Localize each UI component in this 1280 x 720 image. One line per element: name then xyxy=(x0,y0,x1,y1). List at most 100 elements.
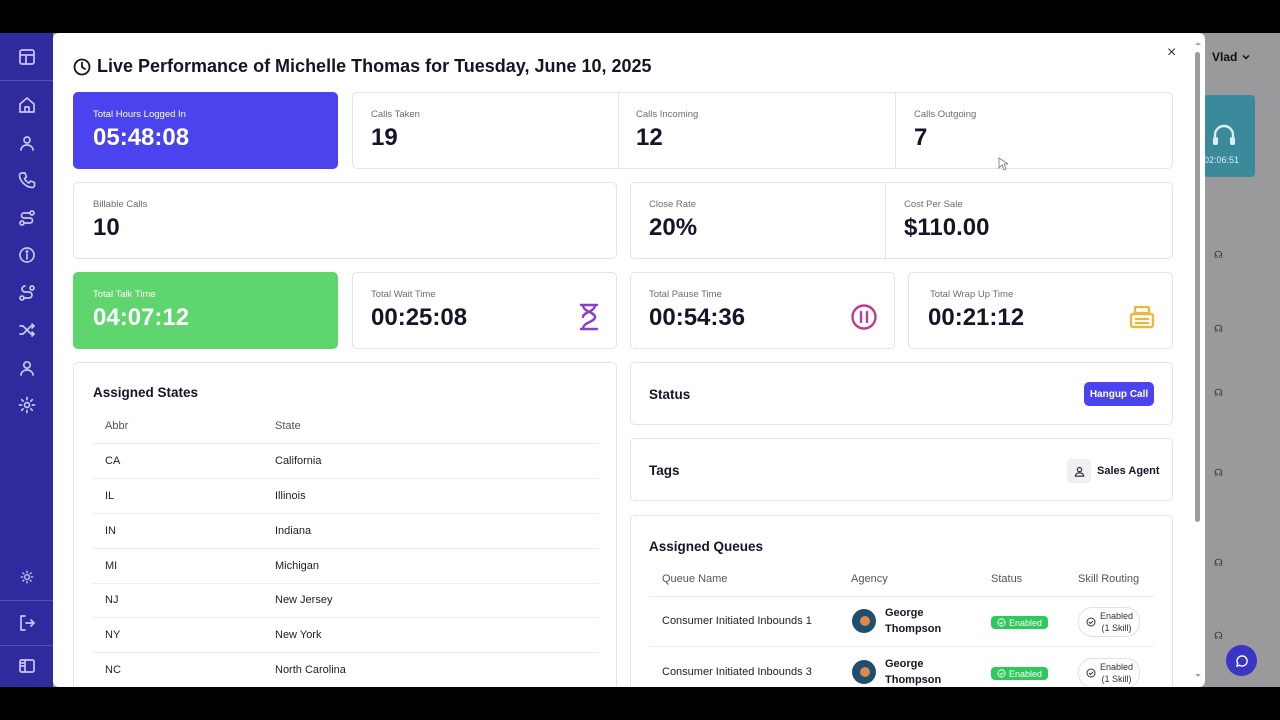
stat-label: Cost Per Sale xyxy=(904,199,963,210)
wrap-up-time-card: Total Wrap Up Time 00:21:12 xyxy=(908,272,1173,349)
state-abbr: IL xyxy=(105,490,115,502)
skill-status: Enabled xyxy=(1100,611,1134,621)
row-divider xyxy=(93,617,599,618)
theme-sun-icon[interactable] xyxy=(20,570,34,584)
row-divider xyxy=(93,478,599,479)
agency-name: George Thompson xyxy=(885,605,941,637)
state-abbr: NJ xyxy=(105,594,119,606)
scroll-up-icon[interactable] xyxy=(1194,40,1202,46)
queue-name: Consumer Initiated Inbounds 3 xyxy=(662,666,812,678)
column-header-skill-routing: Skill Routing xyxy=(1078,573,1140,585)
sidebar-toggle-icon[interactable] xyxy=(18,657,36,675)
scrollbar-thumb[interactable] xyxy=(1195,52,1200,522)
row-divider xyxy=(93,513,599,514)
shuffle-icon[interactable] xyxy=(18,321,36,339)
chat-button[interactable] xyxy=(1226,645,1257,676)
total-hours-card: Total Hours Logged In 05:48:08 xyxy=(73,92,338,169)
stat-value: 7 xyxy=(914,124,928,151)
clock-icon xyxy=(73,58,91,75)
settings-gear-icon[interactable] xyxy=(18,396,36,414)
home-icon[interactable] xyxy=(18,96,36,114)
column-header-agency: Agency xyxy=(851,573,888,585)
modal-title: Live Performance of Michelle Thomas for … xyxy=(73,56,652,77)
stat-label: Total Wrap Up Time xyxy=(930,289,1014,300)
skill-count: (1 Skill) xyxy=(1101,674,1132,684)
state-abbr: IN xyxy=(105,525,116,537)
state-name: Michigan xyxy=(275,560,320,572)
row-divider xyxy=(649,646,1154,647)
stat-label: Billable Calls xyxy=(93,199,148,210)
divider xyxy=(895,93,896,168)
stat-label: Calls Incoming xyxy=(636,109,699,120)
talk-time-card: Total Talk Time 04:07:12 xyxy=(73,272,338,349)
agency-last-name: Thompson xyxy=(885,674,942,686)
stat-value: $110.00 xyxy=(904,214,990,241)
user-icon[interactable] xyxy=(18,359,36,377)
state-name: Illinois xyxy=(275,490,306,502)
check-circle-icon xyxy=(997,669,1006,678)
chevron-down-icon xyxy=(1242,54,1250,60)
stat-label: Calls Taken xyxy=(371,109,420,120)
column-header-abbr: Abbr xyxy=(105,420,129,432)
grid-logo-icon xyxy=(18,48,35,65)
route-icon[interactable] xyxy=(18,209,36,227)
tag-label: Sales Agent xyxy=(1097,465,1160,477)
pause-circle-icon xyxy=(851,304,877,330)
agency-first-name: George xyxy=(885,607,924,619)
check-circle-icon xyxy=(1086,617,1096,627)
mouse-cursor-icon xyxy=(998,157,1008,171)
app-logo[interactable] xyxy=(0,33,53,81)
assigned-queues-card: Assigned Queues Queue Name Agency Status… xyxy=(630,515,1173,687)
modal-scrollbar[interactable] xyxy=(1194,42,1202,687)
state-abbr: CA xyxy=(105,455,121,467)
state-name: Indiana xyxy=(275,525,312,537)
close-button[interactable]: × xyxy=(1167,44,1177,61)
app-screen: Vlad 02:06:51 ☊ ☊ ☊ ☊ ☊ ☊ × Live Perform… xyxy=(0,33,1280,687)
stat-value: 20% xyxy=(649,214,698,241)
modal-title-text: Live Performance of Michelle Thomas for … xyxy=(97,56,652,76)
status-text: Enabled xyxy=(1009,668,1043,679)
stat-value: 04:07:12 xyxy=(93,304,190,331)
headphone-icon: ☊ xyxy=(1214,558,1223,569)
info-icon[interactable] xyxy=(18,246,36,264)
state-abbr: NY xyxy=(105,629,121,641)
stat-label: Total Pause Time xyxy=(649,289,722,300)
stat-label: Total Hours Logged In xyxy=(93,109,186,120)
billable-calls-card: Billable Calls 10 xyxy=(73,182,617,259)
stat-value: 00:21:12 xyxy=(928,304,1025,331)
tag-user-icon xyxy=(1067,459,1091,483)
phone-icon[interactable] xyxy=(18,171,36,189)
agents-icon[interactable] xyxy=(18,134,36,152)
skill-routing-badge[interactable]: Enabled (1 Skill) xyxy=(1078,607,1140,637)
stat-value: 19 xyxy=(371,124,398,151)
skill-count: (1 Skill) xyxy=(1101,623,1132,633)
stat-label: Close Rate xyxy=(649,199,696,210)
sidebar-divider xyxy=(0,645,53,646)
skill-routing-badge[interactable]: Enabled (1 Skill) xyxy=(1078,658,1140,687)
status-text: Enabled xyxy=(1009,617,1043,628)
headphone-icon: ☊ xyxy=(1214,631,1223,642)
section-title: Assigned States xyxy=(93,385,199,400)
hangup-call-button[interactable]: Hangup Call xyxy=(1084,382,1154,406)
stat-value: 12 xyxy=(636,124,663,151)
wait-time-card: Total Wait Time 00:25:08 xyxy=(352,272,617,349)
stat-value: 00:54:36 xyxy=(649,304,746,331)
agency-avatar xyxy=(852,660,876,684)
queue-status-badge: Enabled xyxy=(991,616,1049,629)
logout-icon[interactable] xyxy=(18,614,36,632)
check-circle-icon xyxy=(1086,668,1096,678)
tags-card: Tags Sales Agent xyxy=(630,438,1173,501)
agency-name: George Thompson xyxy=(885,656,941,687)
headset-icon xyxy=(1213,124,1235,145)
hourglass-icon xyxy=(579,303,599,331)
row-divider xyxy=(93,443,599,444)
user-menu[interactable]: Vlad xyxy=(1212,50,1251,64)
stat-value: 05:48:08 xyxy=(93,124,190,151)
queue-status-badge: Enabled xyxy=(991,667,1049,680)
stat-label: Total Talk Time xyxy=(93,289,156,300)
headphone-icon: ☊ xyxy=(1214,324,1223,335)
path-icon[interactable] xyxy=(18,284,36,302)
divider xyxy=(618,93,619,168)
background-agent-card: 02:06:51 xyxy=(1204,95,1255,177)
scroll-down-icon[interactable] xyxy=(1194,673,1202,679)
